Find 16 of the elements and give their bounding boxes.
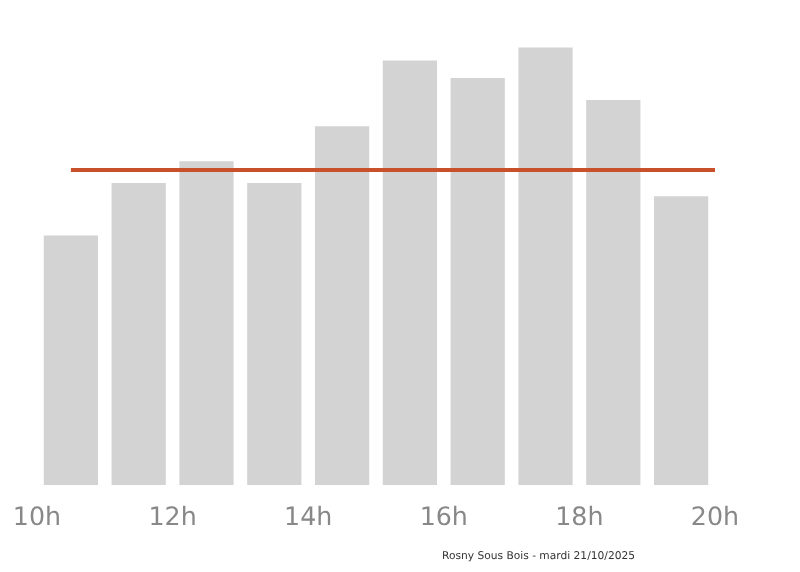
x-tick-label: 16h (419, 501, 468, 531)
x-tick-label: 14h (284, 501, 333, 531)
x-tick-label: 18h (555, 501, 604, 531)
x-tick-label: 10h (12, 501, 62, 531)
bar (314, 126, 370, 485)
bar (586, 99, 641, 485)
bar (450, 78, 505, 485)
x-tick-label: 12h (148, 501, 197, 531)
x-tick-label: 20h (690, 501, 740, 531)
bar (653, 196, 709, 485)
bar (43, 235, 99, 485)
bar (518, 47, 573, 485)
bar (382, 60, 438, 485)
bar (179, 161, 234, 485)
bar (111, 183, 166, 485)
bar (247, 183, 302, 485)
